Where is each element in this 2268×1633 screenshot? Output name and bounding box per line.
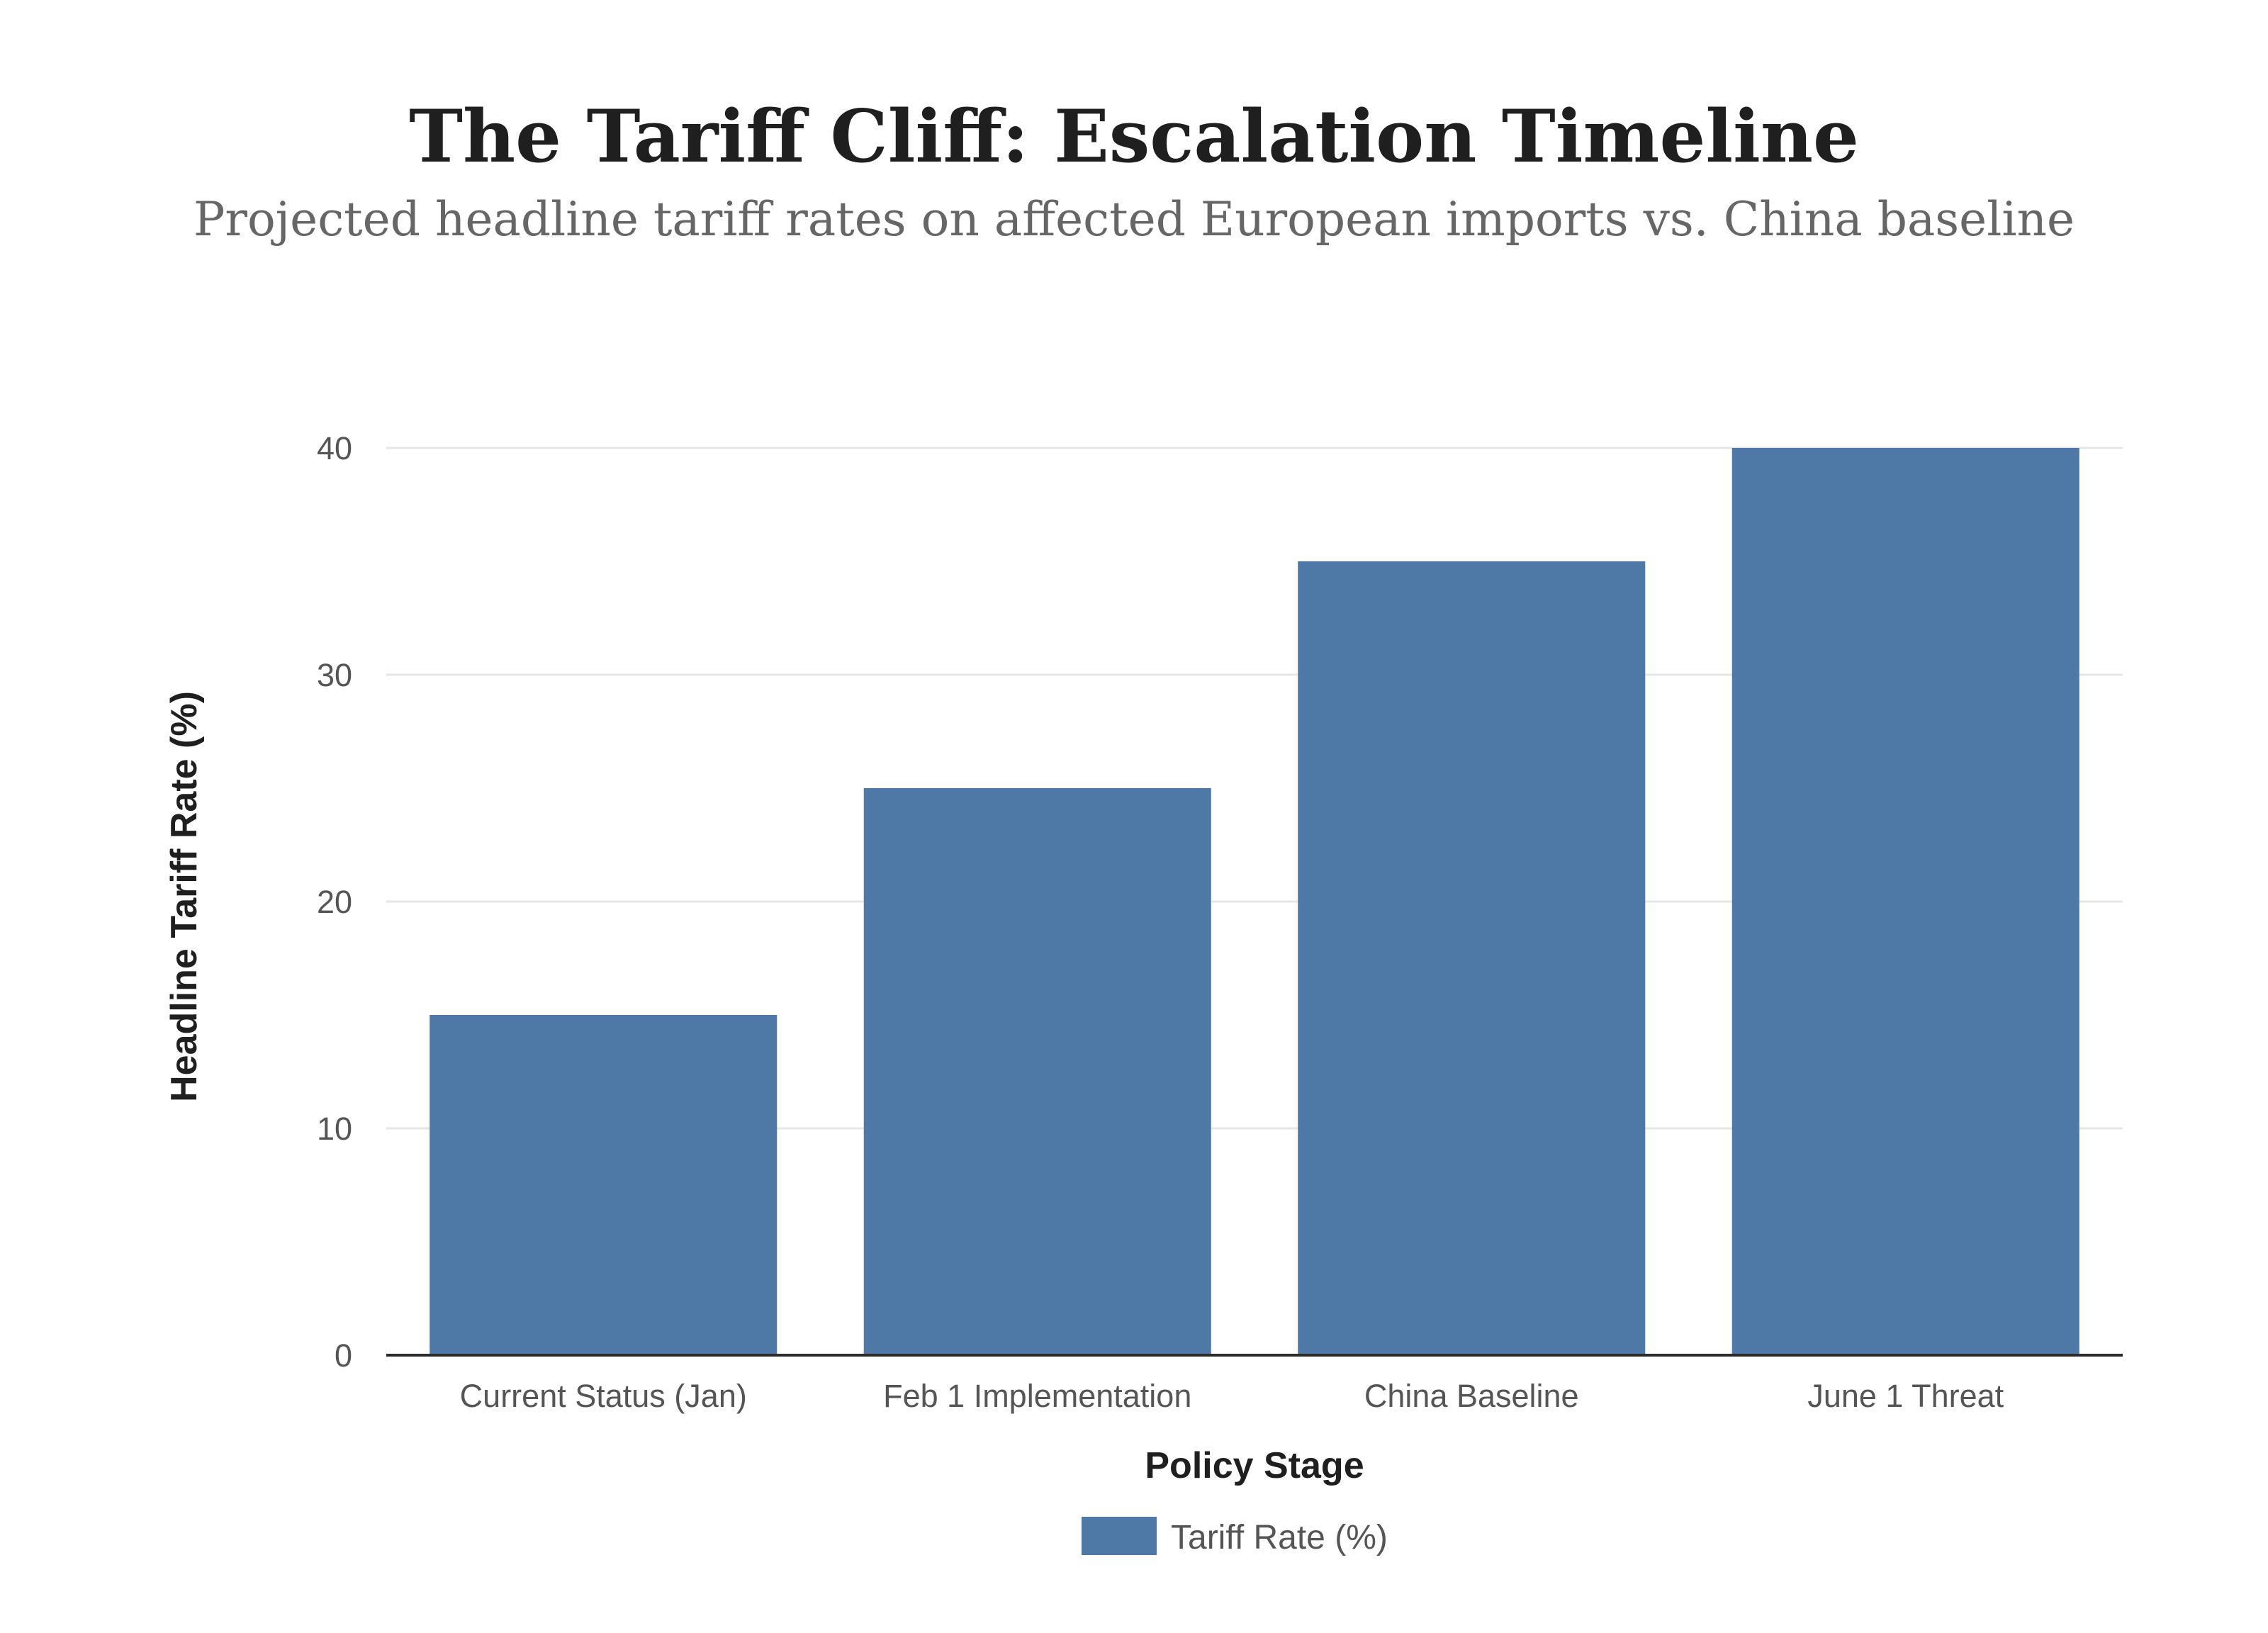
x-axis-ticks: Current Status (Jan) Feb 1 Implementation… <box>460 1378 2004 1414</box>
chart-title: The Tariff Cliff: Escalation Timeline <box>409 94 1859 179</box>
legend-swatch <box>1082 1517 1157 1555</box>
legend: Tariff Rate (%) <box>1082 1517 1388 1556</box>
y-tick-label: 20 <box>317 884 352 920</box>
y-tick-label: 30 <box>317 657 352 693</box>
y-tick-label: 10 <box>317 1111 352 1147</box>
legend-label: Tariff Rate (%) <box>1171 1519 1388 1556</box>
y-axis-title: Headline Tariff Rate (%) <box>164 691 205 1102</box>
bar <box>1298 561 1646 1355</box>
bar <box>1731 448 2079 1355</box>
bars <box>430 448 2079 1355</box>
x-tick-label: Current Status (Jan) <box>460 1378 747 1414</box>
x-tick-label: China Baseline <box>1364 1378 1579 1414</box>
x-axis-title: Policy Stage <box>1145 1445 1364 1486</box>
bar <box>863 788 1211 1355</box>
x-tick-label: June 1 Threat <box>1807 1378 2004 1414</box>
y-tick-label: 40 <box>317 430 352 466</box>
y-axis-ticks: 0 10 20 30 40 <box>317 430 352 1374</box>
bar <box>430 1015 777 1355</box>
chart-subtitle: Projected headline tariff rates on affec… <box>193 192 2075 247</box>
y-tick-label: 0 <box>335 1337 352 1374</box>
x-tick-label: Feb 1 Implementation <box>883 1378 1191 1414</box>
